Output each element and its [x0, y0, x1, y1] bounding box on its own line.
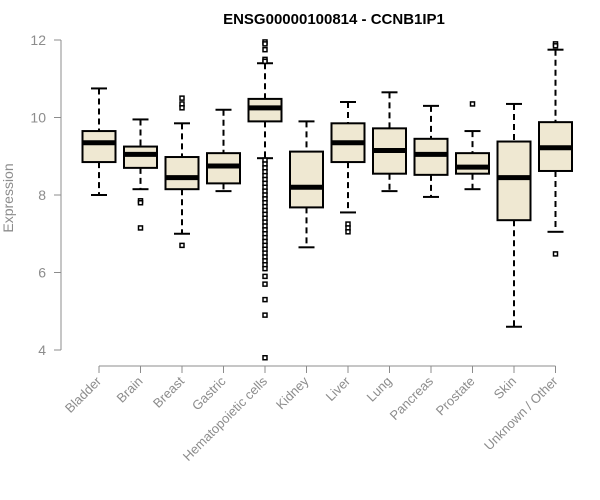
chart-title: ENSG00000100814 - CCNB1IP1	[223, 11, 445, 28]
outlier-point	[262, 355, 268, 361]
outlier-point	[552, 251, 559, 257]
outlier-point	[262, 41, 268, 47]
box-liver	[330, 101, 366, 235]
box-prostate	[455, 101, 490, 191]
outlier-point	[137, 200, 144, 206]
x-tick-label: Kidney	[273, 373, 312, 412]
box-skin	[496, 102, 532, 328]
y-tick-label: 12	[30, 32, 46, 48]
box-gastric	[206, 108, 241, 193]
outlier-point	[262, 312, 268, 318]
outlier-point	[262, 46, 268, 53]
iqr-box	[289, 150, 324, 209]
iqr-box	[123, 145, 158, 169]
box-pancreas	[413, 104, 449, 198]
x-tick-label: Pancreas	[387, 373, 437, 423]
iqr-box	[413, 137, 449, 176]
x-tick-label: Bladder	[62, 373, 105, 416]
x-tick-label: Breast	[150, 373, 187, 410]
boxes	[81, 39, 573, 361]
x-tick-label: Unknown / Other	[481, 373, 561, 453]
box-unknown-other	[538, 41, 573, 257]
x-tick-label: Brain	[114, 374, 146, 406]
outlier-point	[262, 281, 268, 287]
x-tick-label: Prostate	[433, 374, 478, 419]
iqr-box	[164, 156, 200, 191]
outlier-point	[469, 101, 476, 107]
outlier-point	[262, 296, 268, 303]
outlier-point	[179, 105, 185, 111]
box-kidney	[289, 120, 324, 249]
x-tick-label: Lung	[364, 374, 395, 405]
box-bladder	[81, 87, 117, 196]
y-tick-label: 4	[38, 342, 46, 358]
y-tick-label: 10	[30, 110, 46, 126]
box-lung	[372, 91, 407, 193]
outlier-point	[262, 273, 268, 280]
iqr-box	[455, 152, 490, 175]
outlier-point	[262, 58, 268, 65]
y-tick-label: 6	[38, 265, 46, 281]
iqr-box	[81, 130, 117, 164]
outlier-point	[262, 265, 268, 272]
outlier-point	[345, 229, 351, 235]
box-breast	[164, 95, 200, 249]
outlier-point	[179, 95, 185, 101]
y-axis-label: Expression	[0, 163, 16, 232]
x-tick-label: Gastric	[189, 373, 229, 413]
x-tick-label: Skin	[491, 374, 519, 402]
iqr-box	[496, 140, 532, 222]
box-hematopoietic-cells	[247, 39, 283, 361]
outlier-point	[552, 43, 559, 49]
outlier-point	[137, 225, 144, 231]
y-tick-label: 8	[38, 187, 46, 203]
box-brain	[123, 118, 158, 231]
outlier-point	[179, 242, 185, 249]
x-tick-label: Liver	[323, 373, 354, 404]
